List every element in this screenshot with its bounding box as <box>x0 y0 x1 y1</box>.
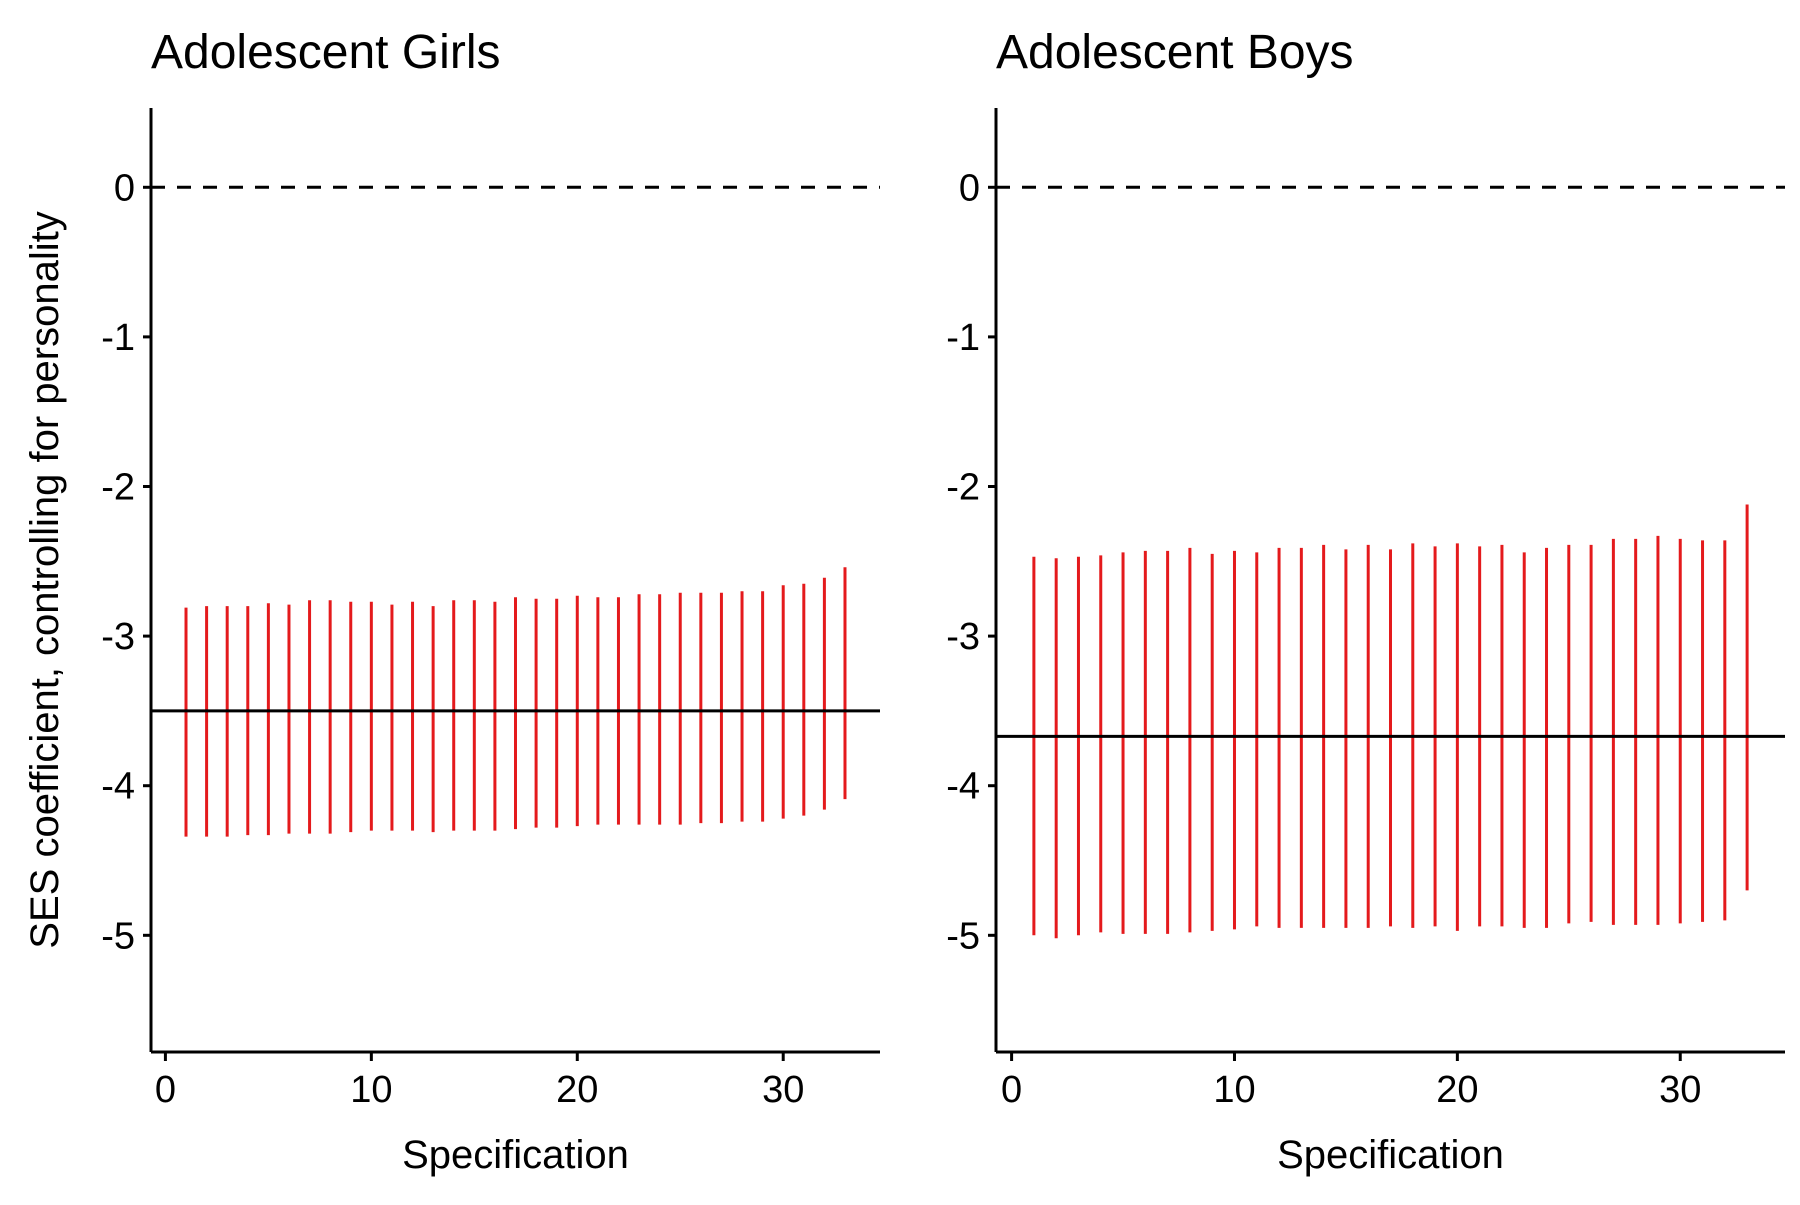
x-tick-label: 10 <box>350 1069 392 1111</box>
y-tick-label: -1 <box>946 317 980 359</box>
y-tick-label: -2 <box>946 466 980 508</box>
panel-2: Adolescent Boys 0 -1 -2 -3 -4 -5 0 10 20 30 Specifi… <box>946 26 1785 1177</box>
y-tick-label: -3 <box>946 616 980 658</box>
y-tick-label: -5 <box>101 915 135 957</box>
x-tick-label: 20 <box>1436 1069 1478 1111</box>
y-tick-label: -4 <box>101 766 135 808</box>
x-tick-label: 0 <box>155 1069 176 1111</box>
x-tick-label: 20 <box>556 1069 598 1111</box>
y-tick-label: 0 <box>114 167 135 209</box>
x-tick-label: 30 <box>762 1069 804 1111</box>
panel-1: Adolescent Girls 0 -1 -2 -3 -4 -5 0 10 20 30 Specif… <box>101 26 880 1177</box>
x-axis-title: Specification <box>402 1133 629 1177</box>
y-tick-label: -2 <box>101 466 135 508</box>
x-axis-title: Specification <box>1277 1133 1504 1177</box>
y-tick-label: -5 <box>946 915 980 957</box>
x-tick-label: 30 <box>1659 1069 1701 1111</box>
panel-title: Adolescent Girls <box>151 26 500 79</box>
x-tick-label: 0 <box>1001 1069 1022 1111</box>
y-axis-title: SES coefficient, controlling for persona… <box>23 211 67 948</box>
x-tick-label: 10 <box>1213 1069 1255 1111</box>
y-tick-label: -4 <box>946 766 980 808</box>
y-tick-label: 0 <box>959 167 980 209</box>
y-tick-label: -3 <box>101 616 135 658</box>
panel-title: Adolescent Boys <box>996 26 1354 79</box>
y-tick-label: -1 <box>101 317 135 359</box>
